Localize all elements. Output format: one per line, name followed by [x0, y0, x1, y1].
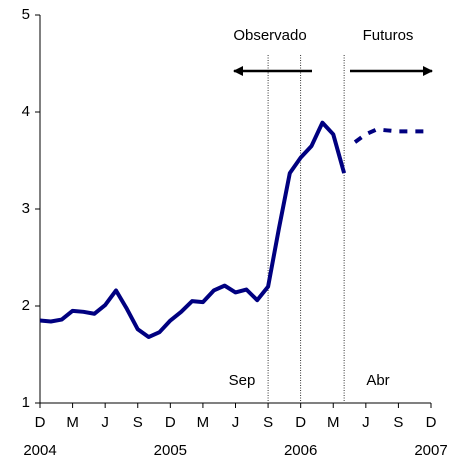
x-tick-label: M [66, 414, 79, 431]
x-tick-label: D [426, 414, 437, 431]
x-tick-label: M [197, 414, 210, 431]
x-tick-label: S [263, 414, 273, 431]
series-line [39, 120, 347, 340]
annotation: Sep [229, 372, 256, 389]
y-tick-label: 1 [22, 394, 30, 411]
series-line [353, 127, 431, 144]
x-tick-label: J [101, 414, 109, 431]
year-label: 2004 [23, 442, 56, 459]
y-tick-label: 5 [22, 6, 30, 23]
x-tick-label: M [327, 414, 340, 431]
year-label: 2006 [284, 442, 317, 459]
x-tick-label: D [35, 414, 46, 431]
x-tick-label: S [133, 414, 143, 431]
year-label: 2007 [414, 442, 447, 459]
x-tick-label: J [232, 414, 240, 431]
year-label: 2005 [154, 442, 187, 459]
annotation: Observado [233, 27, 306, 44]
y-tick-label: 2 [22, 297, 30, 314]
x-tick-label: S [393, 414, 403, 431]
annotation: Abr [366, 372, 389, 389]
x-tick-label: D [165, 414, 176, 431]
y-tick-label: 3 [22, 200, 30, 217]
x-tick-label: D [295, 414, 306, 431]
y-tick-label: 4 [22, 103, 30, 120]
annotation: Futuros [363, 27, 414, 44]
x-tick-label: J [362, 414, 370, 431]
